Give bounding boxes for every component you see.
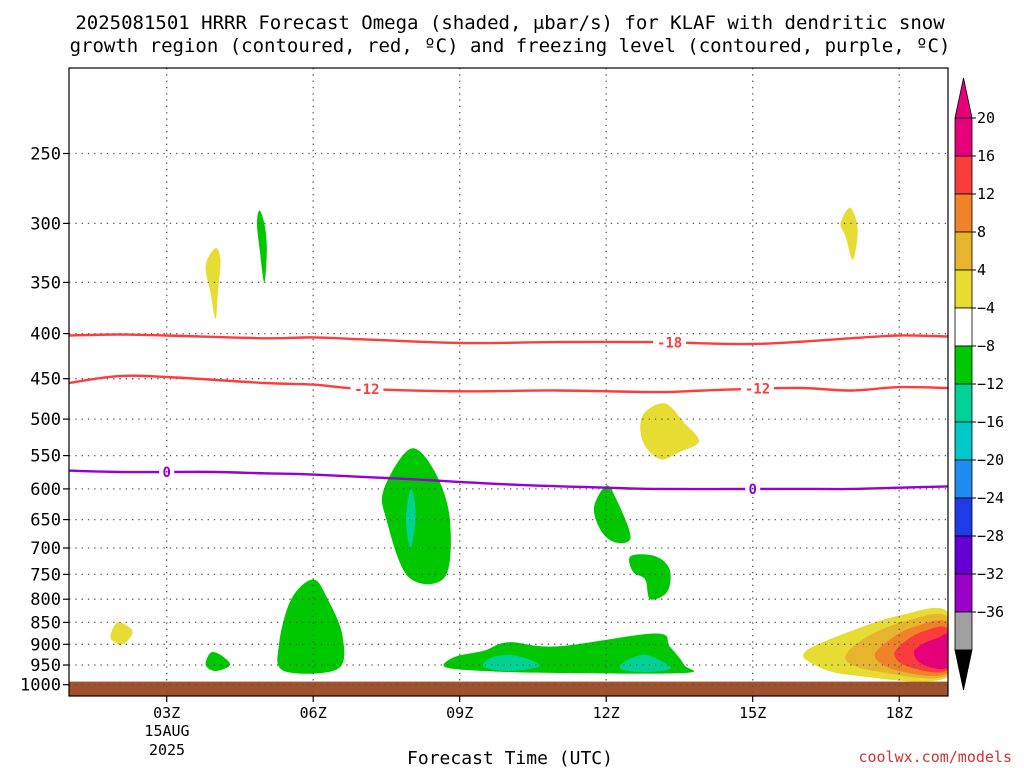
colorbar-label-6: −8 xyxy=(977,337,995,355)
x-tick-label-15Z: 15Z xyxy=(739,704,766,722)
colorbar-bin-12 xyxy=(954,573,973,613)
colorbar-under-arrow xyxy=(954,649,973,691)
date-label-year: 2025 xyxy=(149,741,185,759)
omega-region-3 xyxy=(640,403,700,460)
contour-line-0 xyxy=(69,333,948,346)
omega-region-4 xyxy=(381,448,451,585)
contour-line-1 xyxy=(69,374,948,394)
y-tick-label-900: 900 xyxy=(30,635,61,655)
colorbar-bin-5 xyxy=(954,307,973,347)
x-tick-label-06Z: 06Z xyxy=(300,704,327,722)
chart-title-line1: 2025081501 HRRR Forecast Omega (shaded, … xyxy=(75,12,945,34)
colorbar-label-11: −28 xyxy=(977,527,1004,545)
y-tick-label-850: 850 xyxy=(30,613,61,633)
y-tick-label-250: 250 xyxy=(30,145,61,165)
y-tick-label-650: 650 xyxy=(30,511,61,531)
omega-region-12 xyxy=(482,654,540,671)
omega-region-5 xyxy=(406,488,416,549)
colorbar-label-8: −16 xyxy=(977,413,1004,431)
y-tick-label-750: 750 xyxy=(30,565,61,585)
omega-region-13 xyxy=(619,654,671,673)
omega-region-0 xyxy=(257,210,267,283)
y-tick-label-600: 600 xyxy=(30,480,61,500)
colorbar-label-1: 16 xyxy=(977,147,995,165)
colorbar-label-9: −20 xyxy=(977,451,1004,469)
contour-line-2 xyxy=(69,469,948,491)
contour-label-bg-2-0 xyxy=(159,464,175,480)
chart-title-line2: growth region (contoured, red, ºC) and f… xyxy=(70,35,951,57)
contour-label-2-0: 0 xyxy=(162,465,170,481)
omega-region-10 xyxy=(110,622,133,645)
y-tick-label-1000: 1000 xyxy=(20,676,61,696)
colorbar-label-2: 12 xyxy=(977,185,995,203)
terrain-rect xyxy=(69,681,948,696)
colorbar-label-12: −32 xyxy=(977,565,1004,583)
y-tick-label-500: 500 xyxy=(30,410,61,430)
omega-region-6 xyxy=(593,485,631,544)
contour-label-1-1: -12 xyxy=(745,382,770,398)
y-tick-label-550: 550 xyxy=(30,447,61,467)
colorbar-bin-11 xyxy=(954,535,973,575)
colorbar-label-7: −12 xyxy=(977,375,1004,393)
colorbar-label-4: 4 xyxy=(977,261,986,279)
y-tick-label-450: 450 xyxy=(30,370,61,390)
contour-label-2-1: 0 xyxy=(748,482,756,498)
x-tick-label-18Z: 18Z xyxy=(886,704,913,722)
temperature-contours: -18 -12 -12 0 0 xyxy=(69,333,948,498)
colorbar-bin-7 xyxy=(954,383,973,423)
colorbar-bin-4 xyxy=(954,269,973,309)
omega-region-1 xyxy=(205,247,221,319)
contour-label-bg-2-1 xyxy=(745,480,761,497)
colorbar-label-10: −24 xyxy=(977,489,1004,507)
omega-region-7 xyxy=(629,554,671,600)
y-tick-label-400: 400 xyxy=(30,325,61,345)
x-axis-label: Forecast Time (UTC) xyxy=(407,748,613,768)
colorbar-bin-1 xyxy=(954,155,973,195)
colorbar-bin-3 xyxy=(954,231,973,271)
y-tick-label-350: 350 xyxy=(30,273,61,293)
plot-frame xyxy=(68,67,949,697)
colorbar-bin-9 xyxy=(954,459,973,499)
x-tick-label-12Z: 12Z xyxy=(593,704,620,722)
omega-shading xyxy=(110,207,948,682)
colorbar-bin-10 xyxy=(954,497,973,537)
colorbar-label-13: −36 xyxy=(977,603,1004,621)
y-tick-label-950: 950 xyxy=(30,656,61,676)
y-tick-label-700: 700 xyxy=(30,539,61,559)
contour-label-bg-1-1 xyxy=(741,380,774,397)
colorbar: 20 16 12 8 4 −4 −8 −12 −16 −20 −24 −28 −32 −36 xyxy=(954,77,1004,691)
colorbar-bin-0 xyxy=(954,117,973,157)
omega-region-2 xyxy=(840,207,858,260)
colorbar-bin-13 xyxy=(954,611,973,651)
terrain-fill xyxy=(69,681,948,696)
contour-label-bg-1-0 xyxy=(350,380,384,397)
y-axis: 2503003504004505005506006507007508008509… xyxy=(20,145,69,696)
colorbar-label-3: 8 xyxy=(977,223,986,241)
date-label-day: 15AUG xyxy=(144,722,189,740)
omega-region-9 xyxy=(205,652,231,671)
colorbar-bin-6 xyxy=(954,345,973,385)
colorbar-bin-2 xyxy=(954,193,973,233)
colorbar-over-arrow xyxy=(954,77,973,119)
contour-label-0-0: -18 xyxy=(657,335,682,351)
omega-region-18 xyxy=(913,633,948,670)
colorbar-label-5: −4 xyxy=(977,299,995,317)
colorbar-label-0: 20 xyxy=(977,109,995,127)
grid-lines xyxy=(69,68,948,696)
contour-label-1-0: -12 xyxy=(354,382,379,398)
y-tick-label-800: 800 xyxy=(30,590,61,610)
contour-label-bg-0-0 xyxy=(653,334,687,351)
x-tick-label-03Z: 03Z xyxy=(153,704,180,722)
colorbar-bin-8 xyxy=(954,421,973,461)
x-tick-label-09Z: 09Z xyxy=(446,704,473,722)
x-axis: 03Z 06Z 09Z 12Z 15Z 18Z xyxy=(153,696,913,722)
y-tick-label-300: 300 xyxy=(30,214,61,234)
omega-region-8 xyxy=(277,579,345,674)
credit-link[interactable]: coolwx.com/models xyxy=(858,748,1012,766)
